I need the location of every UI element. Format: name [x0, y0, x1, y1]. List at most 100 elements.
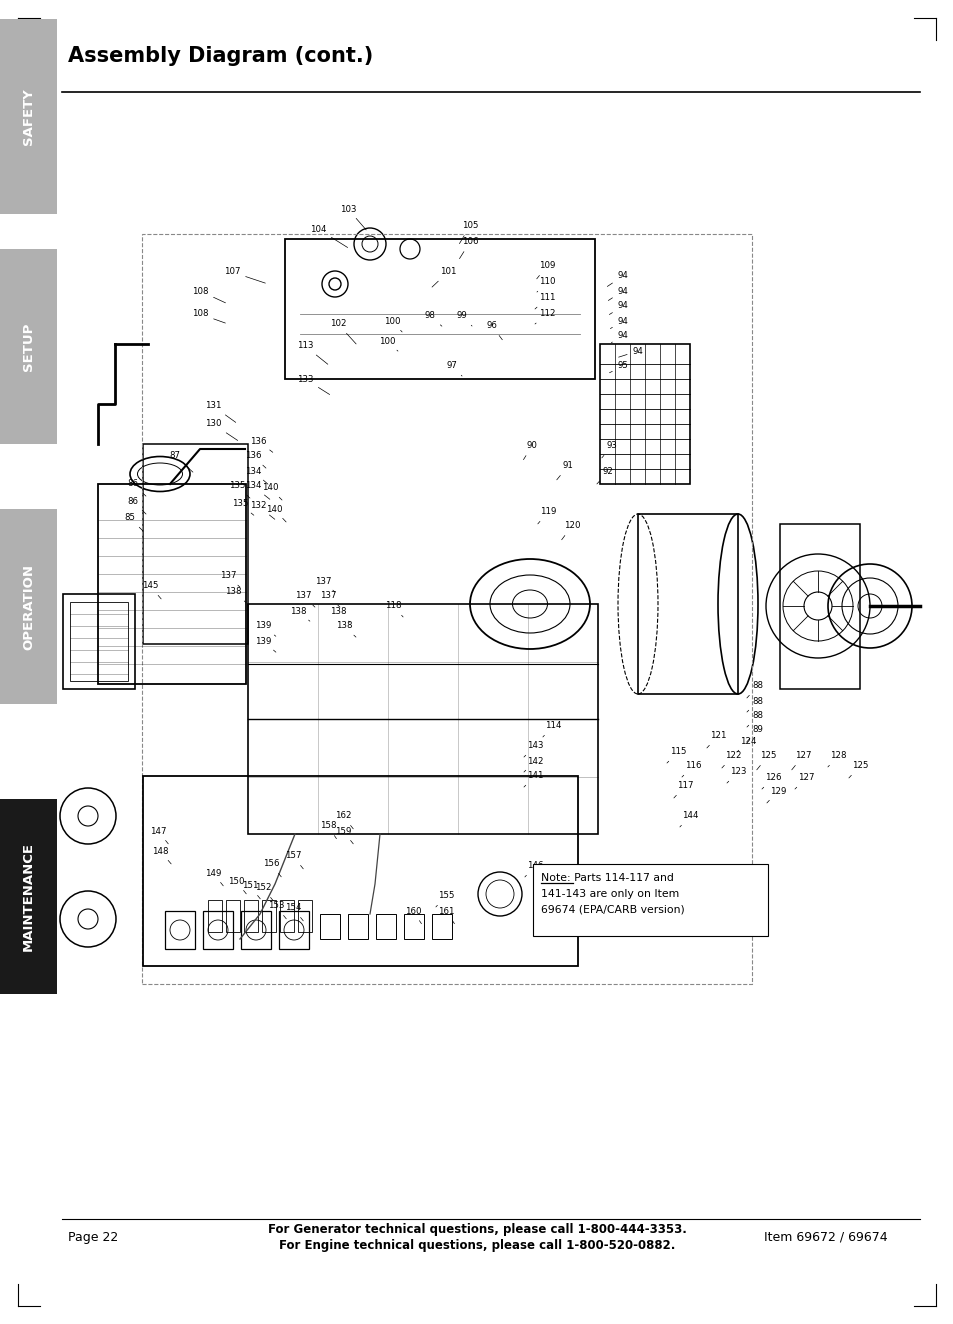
Text: 100: 100 — [378, 336, 397, 351]
Bar — [241, 911, 271, 949]
Text: Note: Parts 114-117 and: Note: Parts 114-117 and — [540, 873, 673, 883]
Text: 92: 92 — [597, 467, 613, 485]
Text: For Generator technical questions, please call 1-800-444-3353.: For Generator technical questions, pleas… — [267, 1222, 686, 1235]
Bar — [780, 524, 859, 688]
Text: MAINTENANCE: MAINTENANCE — [22, 842, 35, 951]
Text: 69674 (EPA/CARB version): 69674 (EPA/CARB version) — [540, 906, 684, 915]
Text: 119: 119 — [537, 507, 556, 524]
Bar — [278, 911, 309, 949]
Text: 110: 110 — [537, 278, 555, 293]
Text: 140: 140 — [261, 483, 282, 500]
Bar — [285, 240, 595, 379]
Text: 111: 111 — [535, 294, 555, 308]
Text: 140: 140 — [266, 504, 286, 522]
Bar — [142, 234, 751, 984]
Text: 147: 147 — [150, 826, 168, 843]
Bar — [599, 344, 689, 485]
Text: 108: 108 — [192, 310, 225, 323]
Text: 114: 114 — [542, 722, 560, 737]
Text: 152: 152 — [254, 883, 273, 900]
Text: 99: 99 — [456, 311, 472, 326]
Text: 104: 104 — [310, 225, 347, 248]
Text: 124: 124 — [737, 736, 756, 752]
Bar — [63, 594, 135, 688]
Text: 127: 127 — [791, 752, 810, 769]
Text: 107: 107 — [224, 267, 265, 283]
Text: 94: 94 — [611, 331, 628, 343]
Text: 151: 151 — [241, 882, 260, 899]
Text: 122: 122 — [721, 752, 740, 768]
Text: 101: 101 — [432, 267, 456, 287]
Text: 128: 128 — [827, 752, 845, 767]
Text: 155: 155 — [436, 891, 454, 907]
Bar — [98, 485, 246, 685]
Text: 138: 138 — [290, 606, 310, 621]
Text: 127: 127 — [794, 773, 814, 789]
Text: 138: 138 — [225, 588, 246, 602]
Bar — [262, 900, 275, 932]
Bar — [0, 249, 57, 444]
Text: 118: 118 — [384, 601, 403, 617]
Text: 146: 146 — [524, 862, 542, 876]
Bar — [208, 900, 222, 932]
Bar — [0, 19, 57, 214]
Text: 109: 109 — [537, 262, 555, 279]
Text: 96: 96 — [486, 322, 502, 340]
Text: 141-143 are only on Item: 141-143 are only on Item — [540, 888, 679, 899]
Text: 113: 113 — [296, 342, 328, 364]
Text: 136: 136 — [245, 451, 266, 469]
Text: 159: 159 — [335, 826, 353, 843]
Text: 135: 135 — [229, 482, 250, 498]
Bar — [70, 602, 128, 681]
Text: 108: 108 — [192, 286, 225, 303]
Text: 158: 158 — [319, 821, 336, 838]
Bar — [244, 900, 257, 932]
Text: For Engine technical questions, please call 1-800-520-0882.: For Engine technical questions, please c… — [278, 1238, 675, 1251]
Text: 87: 87 — [170, 451, 193, 473]
Text: 102: 102 — [330, 319, 355, 344]
Text: 134: 134 — [245, 482, 270, 499]
Bar — [143, 776, 578, 967]
Text: 100: 100 — [383, 316, 402, 332]
Text: 90: 90 — [523, 441, 537, 459]
Bar — [403, 914, 423, 939]
Text: 130: 130 — [205, 420, 237, 441]
Text: 138: 138 — [330, 608, 350, 622]
Text: 89: 89 — [746, 724, 762, 741]
Text: 148: 148 — [152, 846, 171, 863]
Text: 126: 126 — [761, 773, 781, 789]
Text: 150: 150 — [228, 876, 246, 894]
Text: 88: 88 — [746, 711, 762, 727]
Text: 149: 149 — [205, 869, 223, 886]
Text: 135: 135 — [232, 499, 253, 515]
Bar — [0, 798, 57, 994]
Bar — [297, 900, 312, 932]
Text: 137: 137 — [294, 592, 314, 608]
Text: 137: 137 — [314, 576, 335, 592]
Text: 94: 94 — [618, 347, 642, 357]
Text: 141: 141 — [523, 772, 542, 786]
Text: 131: 131 — [205, 401, 235, 422]
Text: 105: 105 — [459, 221, 477, 244]
Bar — [319, 914, 339, 939]
Bar — [203, 911, 233, 949]
Text: 142: 142 — [523, 756, 542, 772]
Bar — [143, 444, 248, 643]
Text: 98: 98 — [424, 311, 441, 326]
Text: 139: 139 — [254, 637, 275, 653]
Text: 132: 132 — [250, 502, 274, 519]
Bar — [432, 914, 452, 939]
Text: 85: 85 — [125, 514, 143, 531]
Text: 123: 123 — [726, 768, 745, 782]
Text: 116: 116 — [681, 761, 700, 777]
Text: 112: 112 — [535, 310, 555, 324]
Text: 157: 157 — [284, 851, 303, 869]
Text: Page 22: Page 22 — [68, 1230, 118, 1243]
Text: 134: 134 — [245, 466, 268, 485]
Text: 153: 153 — [268, 902, 286, 919]
Text: 91: 91 — [557, 462, 573, 479]
Bar — [375, 914, 395, 939]
Text: 94: 94 — [608, 286, 628, 301]
Bar — [226, 900, 240, 932]
Text: 144: 144 — [679, 812, 698, 828]
